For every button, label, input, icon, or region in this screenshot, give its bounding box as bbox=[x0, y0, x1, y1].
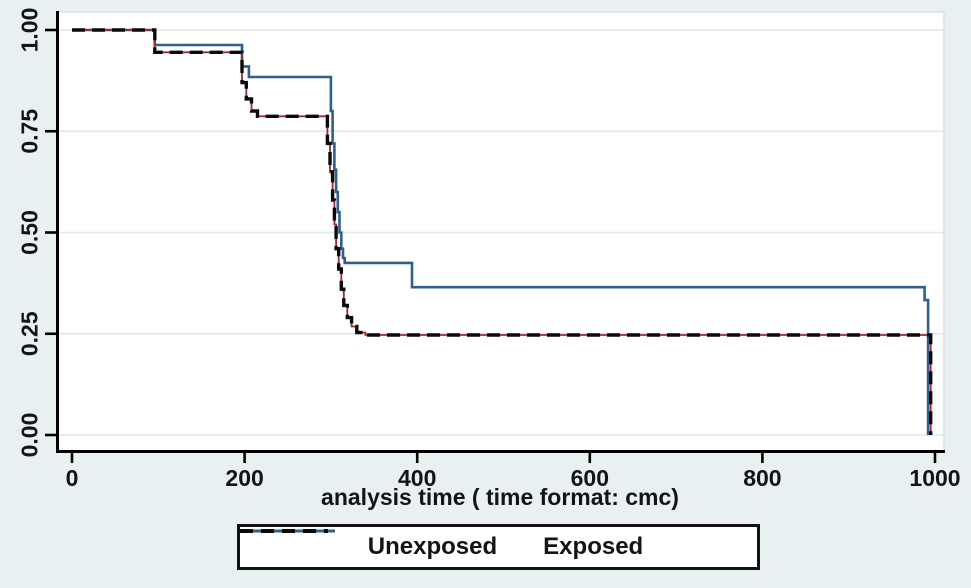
legend-label-exposed: Exposed bbox=[543, 533, 644, 560]
x-tick-label: 200 bbox=[225, 465, 263, 491]
x-tick-labels: 0 200 400 600 800 1000 bbox=[66, 465, 961, 491]
y-tick-label: 1.00 bbox=[16, 8, 42, 53]
x-ticks bbox=[70, 452, 937, 463]
legend-item-exposed: Exposed bbox=[240, 529, 644, 561]
y-tick-label: 0.50 bbox=[16, 210, 42, 255]
y-tick-label: 0.25 bbox=[16, 311, 42, 356]
x-tick-label: 400 bbox=[398, 465, 436, 491]
x-axis-title: analysis time ( time format: cmc) bbox=[321, 484, 679, 510]
legend-item-unexposed: Unexposed bbox=[240, 529, 498, 561]
y-ticks bbox=[45, 28, 57, 437]
legend-label-unexposed: Unexposed bbox=[367, 533, 498, 560]
x-tick-label: 1000 bbox=[909, 465, 960, 491]
x-tick-label: 600 bbox=[571, 465, 609, 491]
x-tick-label: 800 bbox=[743, 465, 781, 491]
y-tick-label: 0.75 bbox=[16, 109, 42, 154]
gridlines bbox=[58, 29, 944, 436]
series-group bbox=[72, 28, 933, 435]
legend: Unexposed Exposed bbox=[237, 524, 760, 570]
series-unexposed-line bbox=[72, 28, 930, 435]
exposed-dashed-line-icon bbox=[240, 529, 332, 533]
x-tick-label: 0 bbox=[66, 465, 79, 491]
y-tick-labels: 0.00 0.25 0.50 0.75 1.00 bbox=[16, 8, 42, 458]
series-exposed-dashed-line bbox=[72, 28, 933, 435]
y-tick-label: 0.00 bbox=[16, 413, 42, 458]
